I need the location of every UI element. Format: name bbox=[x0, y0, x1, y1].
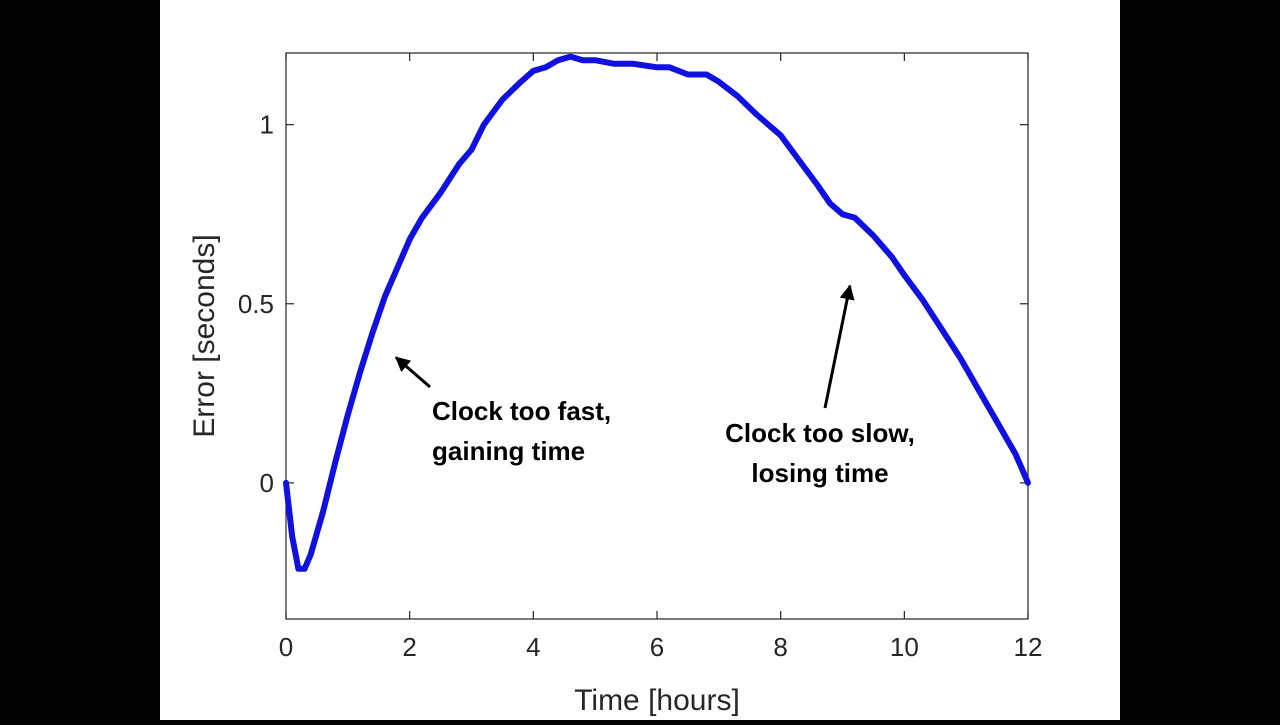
x-tick-label: 2 bbox=[402, 632, 416, 662]
x-tick-label: 0 bbox=[279, 632, 293, 662]
annotation: Clock too slow, losing time bbox=[725, 284, 915, 488]
x-tick-label: 10 bbox=[890, 632, 919, 662]
y-tick-label: 0 bbox=[260, 468, 274, 498]
annotation-text: Clock too slow, losing time bbox=[725, 418, 915, 488]
annotation-line: Clock too slow, bbox=[725, 418, 915, 448]
y-tick-label: 1 bbox=[260, 110, 274, 140]
x-tick-label: 4 bbox=[526, 632, 540, 662]
x-tick-label: 6 bbox=[650, 632, 664, 662]
y-tick-label: 0.5 bbox=[238, 289, 274, 319]
x-tick-label: 8 bbox=[773, 632, 787, 662]
figure-background bbox=[160, 0, 1120, 720]
x-axis-label: Time [hours] bbox=[574, 684, 740, 717]
tick-labels: 0 2 4 6 8 10 12 0 0.5 1 bbox=[238, 110, 1043, 662]
series-line bbox=[283, 53, 1031, 572]
annotation-arrow bbox=[823, 284, 855, 409]
annotation-line: Clock too fast, bbox=[432, 396, 611, 426]
annotation: Clock too fast, gaining time bbox=[394, 356, 611, 466]
annotation-line: losing time bbox=[751, 458, 888, 488]
annotation-text: Clock too fast, gaining time bbox=[432, 396, 611, 466]
y-axis-label: Error [seconds] bbox=[188, 234, 221, 437]
annotation-arrow bbox=[394, 356, 431, 389]
annotation-line: gaining time bbox=[432, 436, 585, 466]
x-tick-label: 12 bbox=[1014, 632, 1043, 662]
annotations: Clock too fast, gaining time Clock too slo… bbox=[394, 284, 915, 488]
